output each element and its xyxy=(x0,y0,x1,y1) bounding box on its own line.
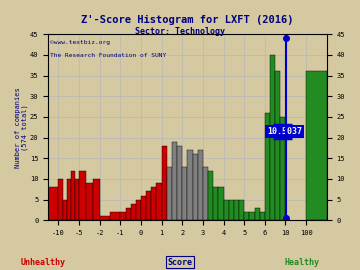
Bar xyxy=(234,200,239,220)
Bar xyxy=(239,200,244,220)
Bar xyxy=(146,191,151,220)
Bar xyxy=(260,212,265,220)
Bar xyxy=(306,71,327,220)
Bar xyxy=(75,179,79,220)
Bar xyxy=(86,183,93,220)
Bar xyxy=(213,187,219,220)
Bar xyxy=(177,146,182,220)
Bar xyxy=(58,179,63,220)
Title: Z'-Score Histogram for LXFT (2016): Z'-Score Histogram for LXFT (2016) xyxy=(81,15,294,25)
Bar xyxy=(38,187,58,220)
Text: Sector: Technology: Sector: Technology xyxy=(135,27,225,36)
Bar xyxy=(100,216,110,220)
Bar xyxy=(198,150,203,220)
Bar xyxy=(17,179,38,220)
Bar xyxy=(193,154,198,220)
Bar xyxy=(167,167,172,220)
Text: 10.5037: 10.5037 xyxy=(267,127,302,136)
Bar xyxy=(71,171,75,220)
Text: Score: Score xyxy=(167,258,193,266)
Bar xyxy=(249,212,255,220)
Bar xyxy=(120,212,126,220)
Bar xyxy=(63,200,67,220)
Bar xyxy=(270,55,275,220)
Bar xyxy=(141,195,146,220)
Bar xyxy=(162,146,167,220)
Bar xyxy=(244,212,249,220)
Bar xyxy=(265,113,270,220)
Text: ©www.textbiz.org: ©www.textbiz.org xyxy=(50,40,110,45)
Bar xyxy=(188,150,193,220)
Bar xyxy=(110,212,120,220)
Bar xyxy=(208,171,213,220)
Bar xyxy=(79,171,86,220)
Text: Unhealthy: Unhealthy xyxy=(21,258,66,266)
Bar xyxy=(280,117,285,220)
Bar xyxy=(203,167,208,220)
Bar xyxy=(126,208,131,220)
Text: The Research Foundation of SUNY: The Research Foundation of SUNY xyxy=(50,53,166,58)
Bar xyxy=(151,187,157,220)
Bar xyxy=(131,204,136,220)
Bar xyxy=(136,200,141,220)
Bar xyxy=(172,142,177,220)
Bar xyxy=(224,200,229,220)
Bar xyxy=(219,187,224,220)
Bar xyxy=(229,200,234,220)
Bar xyxy=(275,71,280,220)
Bar xyxy=(182,167,188,220)
Y-axis label: Number of companies
(574 total): Number of companies (574 total) xyxy=(15,87,28,168)
Bar xyxy=(255,208,260,220)
Bar xyxy=(157,183,162,220)
Bar xyxy=(67,179,71,220)
Bar xyxy=(93,179,100,220)
Text: Healthy: Healthy xyxy=(285,258,320,266)
